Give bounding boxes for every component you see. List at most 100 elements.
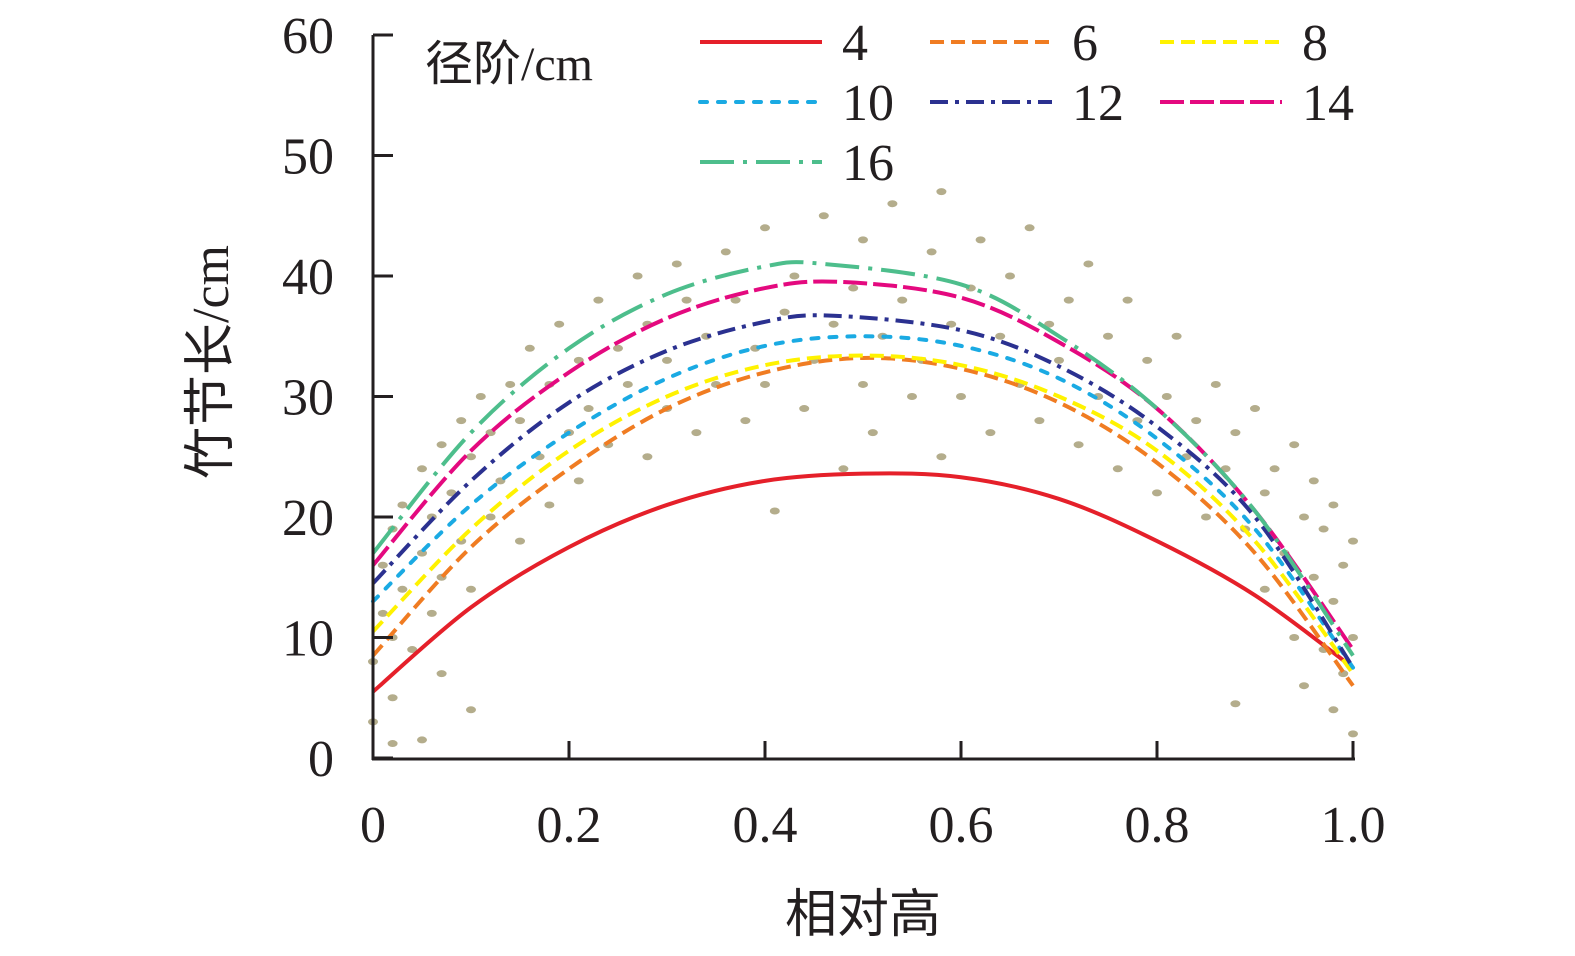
scatter-point [848, 284, 859, 292]
legend: 4 6 8 10 12 14 16 [698, 15, 1354, 192]
x-tick-label: 0 [360, 797, 386, 854]
scatter-point [995, 332, 1006, 340]
scatter-point [407, 646, 418, 654]
scatter-point [426, 609, 437, 617]
fitted-curves [371, 260, 1355, 694]
y-ticks: 0 10 20 30 40 50 60 [282, 8, 393, 788]
scatter-point [1142, 356, 1153, 364]
scatter-point [1171, 332, 1182, 340]
scatter-point [544, 501, 555, 509]
scatter-point [554, 320, 565, 328]
curve-14 [371, 279, 1355, 651]
scatter-point [1230, 700, 1241, 708]
scatter-point [858, 380, 868, 388]
scatter-point [691, 429, 702, 437]
scatter-point [436, 441, 447, 449]
scatter-point [897, 296, 908, 304]
x-tick-label: 0.2 [537, 797, 602, 854]
scatter-point [662, 356, 672, 364]
scatter-point [936, 188, 947, 196]
scatter-point [760, 224, 770, 232]
scatter-point [515, 417, 525, 425]
scatter-point [377, 561, 388, 569]
scatter-point [1210, 380, 1221, 388]
x-ticks: 0 0.2 0.4 0.6 0.8 1.0 [360, 741, 1386, 854]
curve-12 [371, 313, 1355, 669]
scatter-point [1299, 682, 1309, 690]
scatter-point [642, 453, 653, 461]
scatter-point [975, 236, 986, 244]
scatter-point [1328, 706, 1339, 714]
curve-6 [371, 355, 1355, 687]
scatter-point [1230, 429, 1241, 437]
scatter-point [1328, 501, 1339, 509]
scatter-point [1308, 477, 1319, 485]
scatter-point [818, 212, 829, 220]
scatter-point [1034, 417, 1045, 425]
scatter-point [466, 453, 476, 461]
scatter-point [1348, 634, 1358, 641]
scatter-point [1024, 224, 1035, 232]
scatter-point [887, 200, 898, 208]
y-tick-label: 20 [282, 490, 334, 547]
scatter-point [1348, 537, 1358, 545]
y-tick-label: 10 [282, 611, 334, 668]
legend-title: 径阶/cm [425, 38, 593, 91]
y-tick-label: 60 [282, 8, 334, 65]
legend-item-10: 10 [698, 75, 894, 132]
scatter-point [622, 380, 633, 388]
scatter-point [1152, 489, 1162, 497]
scatter-point [1044, 320, 1055, 328]
scatter-point [730, 296, 741, 304]
scatter-point [1299, 513, 1309, 521]
scatter-point [417, 736, 427, 744]
scatter-point [1054, 356, 1064, 364]
curve-16 [371, 260, 1355, 657]
y-axis-label: 竹节长/cm [183, 245, 240, 479]
legend-item-8: 8 [1160, 15, 1328, 72]
scatter-point [466, 585, 476, 593]
y-tick-label: 30 [282, 370, 334, 427]
scatter-point [1005, 272, 1015, 280]
scatter-point [1328, 597, 1339, 605]
scatter-point [387, 694, 398, 702]
x-tick-label: 0.6 [929, 797, 994, 854]
scatter-point [1269, 465, 1280, 473]
legend-label: 10 [842, 75, 894, 132]
scatter-point [1250, 405, 1260, 413]
scatter-point [681, 296, 692, 304]
scatter-point [926, 248, 937, 256]
scatter-point [613, 344, 623, 352]
scatter-point [1083, 260, 1094, 268]
scatter-point [936, 453, 947, 461]
legend-label: 6 [1072, 15, 1098, 72]
curve-4 [371, 471, 1355, 694]
scatter-point [1318, 525, 1329, 533]
scatter-point [475, 393, 486, 400]
legend-label: 12 [1072, 75, 1124, 132]
scatter-point [485, 513, 496, 521]
scatter-point [1112, 465, 1123, 473]
legend-item-14: 14 [1160, 75, 1354, 132]
scatter-point [524, 344, 535, 352]
scatter-point [760, 380, 770, 388]
scatter-point [838, 465, 849, 473]
y-tick-label: 50 [282, 129, 334, 186]
scatter-point [387, 740, 398, 748]
legend-label: 4 [842, 15, 868, 72]
scatter-point [907, 393, 917, 400]
scatter-point [1063, 296, 1074, 304]
scatter-point [828, 320, 839, 328]
scatter-point [466, 706, 476, 714]
x-tick-label: 0.8 [1125, 797, 1190, 854]
scatter-point [397, 501, 408, 509]
scatter-point [867, 429, 878, 437]
legend-item-4: 4 [700, 15, 868, 72]
scatter-point [505, 380, 516, 388]
scatter-point [573, 477, 584, 485]
legend-label: 14 [1302, 75, 1354, 132]
scatter-point [1201, 513, 1211, 521]
scatter-point [1103, 332, 1113, 340]
scatter-point [593, 296, 604, 304]
legend-label: 16 [842, 135, 894, 192]
